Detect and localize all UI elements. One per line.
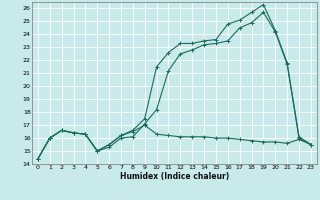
X-axis label: Humidex (Indice chaleur): Humidex (Indice chaleur) (120, 172, 229, 181)
